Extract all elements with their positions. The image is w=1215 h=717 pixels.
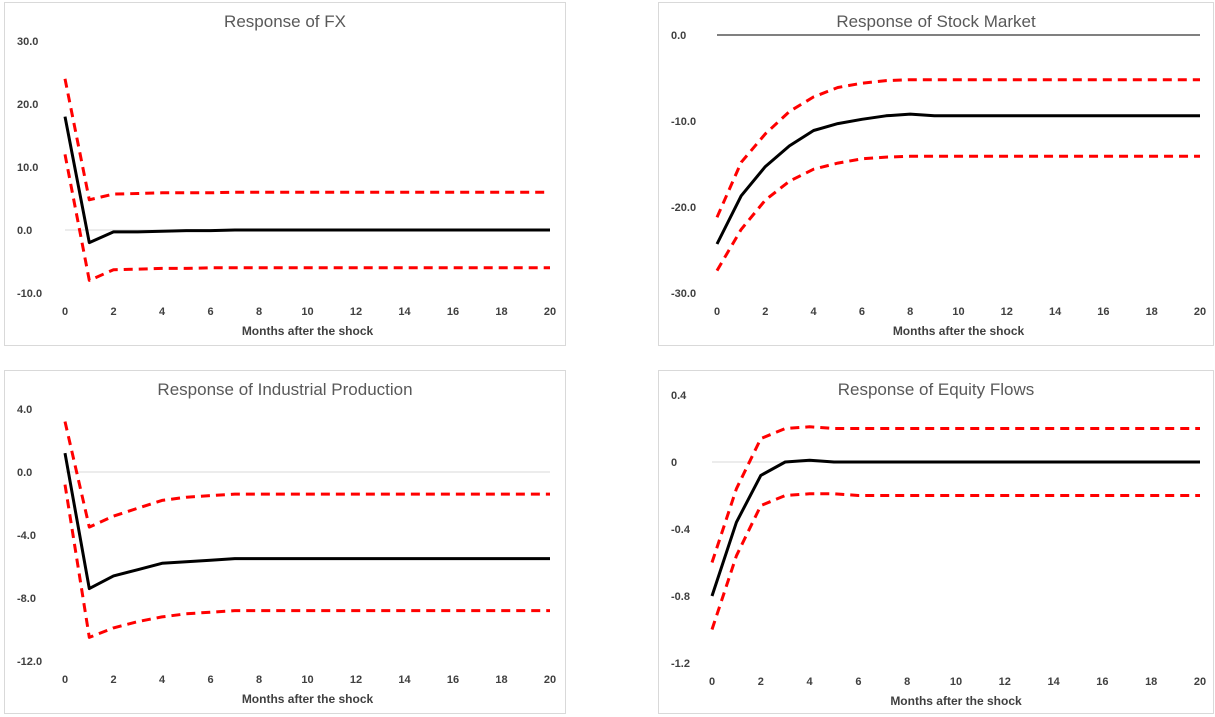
chart-title: Response of FX — [224, 12, 346, 31]
y-tick-label: -10.0 — [17, 288, 42, 300]
y-tick-label: 0 — [671, 457, 677, 469]
y-tick-label: -0.4 — [671, 524, 691, 536]
x-tick-label: 8 — [256, 306, 262, 318]
x-axis-label: Months after the shock — [893, 324, 1025, 338]
x-tick-label: 12 — [1001, 306, 1013, 318]
x-tick-label: 10 — [301, 306, 313, 318]
x-tick-label: 18 — [1146, 306, 1158, 318]
lower-band-line — [710, 492, 1200, 630]
y-tick-label: 30.0 — [17, 36, 38, 48]
chart-panel-equity-flows: Response of Equity Flows -1.2 -0.8 -0.4 0 0.4… — [658, 370, 1214, 714]
x-tick-label: 18 — [1145, 676, 1157, 688]
chart-svg-stock-market: Response of Stock Market -30.0 -20.0 -10.0 0… — [671, 12, 1206, 338]
x-tick-label: 4 — [159, 674, 166, 686]
upper-band-line — [710, 425, 1200, 563]
upper-band-line — [63, 421, 550, 529]
x-tick-label: 10 — [950, 676, 962, 688]
lower-band-line — [63, 154, 550, 282]
x-tick-label: 18 — [495, 674, 507, 686]
x-tick-label: 16 — [447, 674, 459, 686]
x-tick-label: 4 — [811, 306, 818, 318]
y-tick-label: -8.0 — [17, 593, 36, 605]
irf-line — [715, 112, 1200, 245]
x-tick-label: 4 — [159, 306, 166, 318]
y-tick-label: 4.0 — [17, 404, 32, 416]
x-tick-label: 4 — [807, 676, 814, 688]
chart-svg-equity-flows: Response of Equity Flows -1.2 -0.8 -0.4 0 0.4… — [671, 380, 1206, 708]
y-tick-label: -10.0 — [671, 116, 696, 128]
y-tick-label: -12.0 — [17, 656, 42, 668]
lower-band-line — [715, 154, 1200, 272]
y-tick-label: -0.8 — [671, 591, 690, 603]
x-tick-label: 20 — [1194, 676, 1206, 688]
y-tick-label: -1.2 — [671, 658, 690, 670]
y-tick-label: -4.0 — [17, 530, 36, 542]
chart-title: Response of Industrial Production — [157, 380, 412, 399]
x-tick-label: 0 — [714, 306, 720, 318]
x-tick-label: 6 — [855, 676, 861, 688]
x-tick-label: 16 — [447, 306, 459, 318]
y-tick-label: 10.0 — [17, 162, 38, 174]
x-tick-label: 14 — [398, 306, 411, 318]
x-tick-label: 0 — [709, 676, 715, 688]
x-tick-label: 8 — [907, 306, 913, 318]
irf-line — [710, 458, 1200, 597]
x-tick-label: 2 — [110, 674, 116, 686]
lower-band-line — [63, 484, 550, 639]
y-tick-label: 0.4 — [671, 390, 687, 402]
x-tick-label: 20 — [1194, 306, 1206, 318]
x-tick-label: 20 — [544, 306, 556, 318]
x-tick-label: 2 — [758, 676, 764, 688]
x-tick-label: 0 — [62, 674, 68, 686]
chart-panel-fx: Response of FX -10.0 0.0 10.0 20.0 30.0 0 2 4 6 8 1… — [4, 2, 566, 346]
x-tick-label: 10 — [301, 674, 313, 686]
y-tick-label: 0.0 — [17, 467, 32, 479]
x-tick-label: 14 — [1047, 676, 1060, 688]
x-tick-label: 10 — [952, 306, 964, 318]
x-tick-label: 8 — [256, 674, 262, 686]
y-tick-label: 0.0 — [671, 30, 686, 42]
x-tick-label: 14 — [1049, 306, 1062, 318]
x-axis-label: Months after the shock — [242, 692, 374, 706]
x-tick-label: 14 — [398, 674, 411, 686]
x-tick-label: 6 — [207, 306, 213, 318]
x-tick-label: 20 — [544, 674, 556, 686]
irf-line — [63, 452, 550, 591]
upper-band-line — [63, 78, 550, 202]
x-tick-label: 6 — [207, 674, 213, 686]
x-tick-label: 16 — [1097, 306, 1109, 318]
x-tick-label: 12 — [350, 306, 362, 318]
irf-line — [63, 116, 550, 245]
x-axis-label: Months after the shock — [890, 694, 1022, 708]
chart-panel-industrial-production: Response of Industrial Production -12.0 -8… — [4, 370, 566, 714]
chart-panel-stock-market: Response of Stock Market -30.0 -20.0 -10.0 0… — [658, 2, 1214, 346]
upper-band-line — [715, 78, 1200, 218]
x-tick-label: 2 — [110, 306, 116, 318]
x-tick-label: 6 — [859, 306, 865, 318]
y-tick-label: 20.0 — [17, 99, 38, 111]
chart-title: Response of Stock Market — [836, 12, 1036, 31]
y-tick-label: -20.0 — [671, 202, 696, 214]
y-tick-label: 0.0 — [17, 225, 32, 237]
x-tick-label: 0 — [62, 306, 68, 318]
x-axis-label: Months after the shock — [242, 324, 374, 338]
x-tick-label: 16 — [1096, 676, 1108, 688]
x-tick-label: 18 — [495, 306, 507, 318]
y-tick-label: -30.0 — [671, 288, 696, 300]
x-tick-label: 2 — [762, 306, 768, 318]
x-tick-label: 8 — [904, 676, 910, 688]
x-tick-label: 12 — [350, 674, 362, 686]
x-tick-label: 12 — [999, 676, 1011, 688]
chart-svg-industrial-production: Response of Industrial Production -12.0 -8… — [17, 380, 556, 706]
chart-svg-fx: Response of FX -10.0 0.0 10.0 20.0 30.0 0 2 4 6 8 1… — [17, 12, 556, 338]
chart-title: Response of Equity Flows — [838, 380, 1035, 399]
